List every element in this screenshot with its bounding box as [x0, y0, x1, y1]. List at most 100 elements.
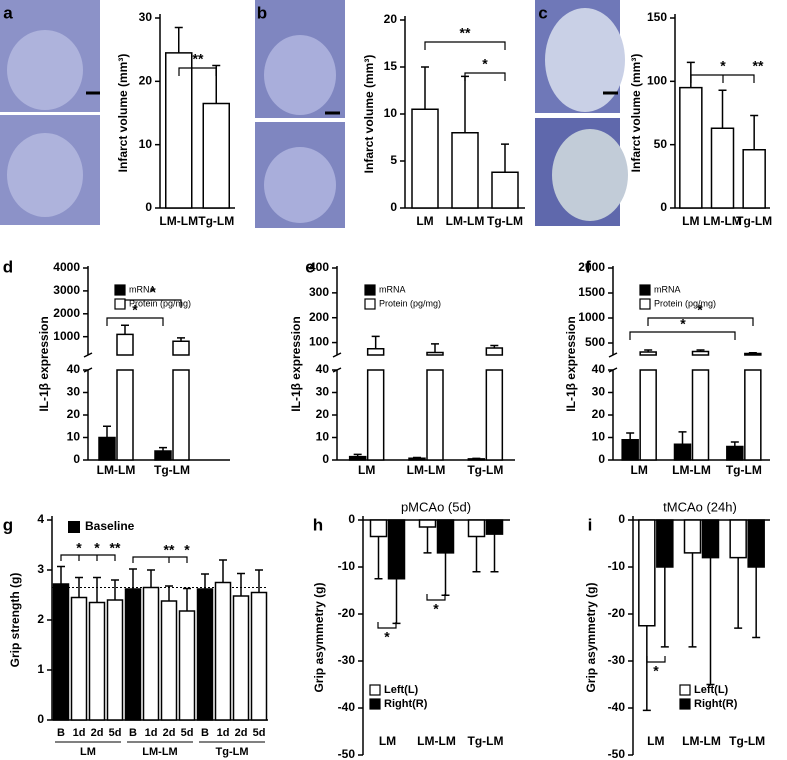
x-tick-label: Tg-LM: [468, 734, 504, 748]
brain-image: [545, 8, 625, 112]
y-axis-title: Infarct volume (mm³): [629, 54, 643, 173]
brain-image: [7, 133, 83, 217]
y-axis-title: Grip asymmetry (g): [584, 582, 598, 692]
error-bar: [219, 559, 227, 583]
significance-label: *: [653, 663, 659, 679]
error-bar: [706, 557, 715, 686]
bar: [250, 591, 268, 721]
x-tick-label: LM-LM: [682, 734, 721, 748]
y-tick-label: 0: [390, 200, 397, 214]
error-bar: [374, 536, 383, 580]
error-bar: [421, 66, 429, 110]
significance-label: *: [680, 316, 686, 332]
bar: [726, 445, 744, 461]
y-tick-label: 0: [618, 512, 625, 526]
axis-break: [332, 352, 342, 358]
x-tick-label: LM: [379, 734, 396, 748]
y-tick-label: -10: [338, 559, 356, 573]
bar: [154, 450, 172, 461]
y-tick-label: 0: [598, 452, 605, 466]
y-tick-label: 30: [316, 385, 330, 399]
x-tick-label: Tg-LM: [198, 214, 234, 228]
bar: [214, 581, 232, 721]
x-tick-label: LM: [647, 734, 664, 748]
y-tick-label: -50: [608, 747, 626, 760]
error-bar: [696, 349, 705, 352]
significance-label: *: [697, 302, 703, 318]
bar: [196, 588, 214, 721]
y-tick-label: 20: [67, 407, 81, 421]
bar: [116, 333, 134, 461]
bar: [70, 596, 88, 721]
x-tick-label: 1d: [73, 727, 86, 739]
significance-bracket: [647, 317, 754, 326]
y-tick-label: 3: [37, 562, 44, 576]
panel-label: e: [305, 257, 314, 276]
bar: [691, 350, 710, 461]
x-tick-label: LM-LM: [407, 463, 446, 477]
significance-bracket: [132, 556, 188, 563]
x-tick-label: LM-LM: [446, 214, 485, 228]
legend-swatch: [639, 298, 651, 310]
y-tick-label: 40: [592, 362, 606, 376]
legend-label: Right(R): [384, 698, 428, 710]
significance-bracket: [646, 656, 666, 663]
significance-label: *: [184, 542, 190, 558]
x-tick-label: B: [57, 727, 65, 739]
brain-sections: [0, 0, 628, 228]
y-tick-label: 1000: [578, 310, 605, 324]
y-tick-label: 2000: [53, 306, 80, 320]
legend-swatch: [679, 698, 691, 710]
bar: [232, 595, 250, 721]
bar: [426, 351, 444, 461]
y-tick-label: -40: [608, 700, 626, 714]
y-axis-title: IL-1β expression: [289, 316, 303, 411]
y-tick-label: 200: [309, 310, 329, 324]
legend-label: mRNA: [379, 284, 406, 294]
bar: [638, 519, 656, 627]
y-tick-label: 0: [348, 512, 355, 526]
x-tick-label: 5d: [253, 727, 266, 739]
significance-label: **: [110, 540, 121, 556]
bar: [98, 436, 116, 461]
x-tick-label: 5d: [181, 727, 194, 739]
x-tick-label: Tg-LM: [154, 463, 190, 477]
legend-swatch: [114, 284, 126, 296]
x-tick-label: LM-LM: [97, 463, 136, 477]
y-axis-title: Grip strength (g): [8, 573, 22, 668]
significance-bracket: [178, 67, 217, 76]
x-tick-label: 2d: [235, 727, 248, 739]
x-tick-label: Tg-LM: [736, 214, 772, 228]
x-tick-label: 2d: [163, 727, 176, 739]
axis-break: [608, 352, 618, 358]
y-tick-label: -50: [338, 747, 356, 760]
significance-label: **: [164, 542, 175, 558]
panel-label: i: [588, 515, 593, 534]
x-tick-label: LM: [416, 214, 433, 228]
brain-image: [552, 129, 628, 221]
x-tick-label: B: [129, 727, 137, 739]
y-axis-title: IL-1β expression: [564, 316, 578, 411]
y-axis-title: IL-1β expression: [37, 316, 51, 411]
significance-bracket: [60, 554, 116, 561]
legend-swatch: [364, 298, 376, 310]
significance-label: *: [482, 56, 488, 72]
y-tick-label: 50: [654, 137, 668, 151]
x-tick-label: 5d: [109, 727, 122, 739]
y-tick-label: 30: [139, 10, 153, 24]
panel-label: h: [313, 515, 323, 534]
y-tick-label: 20: [592, 407, 606, 421]
error-bar: [688, 552, 697, 648]
y-tick-label: 30: [67, 385, 81, 399]
y-tick-label: 20: [384, 12, 398, 26]
legend-label: Right(R): [694, 698, 738, 710]
x-tick-label: 2d: [91, 727, 104, 739]
y-tick-label: -30: [338, 653, 356, 667]
error-bar: [626, 432, 635, 440]
error-bar: [93, 576, 101, 603]
error-bar: [501, 143, 509, 173]
bar: [387, 519, 406, 580]
x-tick-label: LM: [358, 463, 375, 477]
group-label: LM: [80, 746, 96, 758]
significance-bracket: [377, 622, 397, 629]
